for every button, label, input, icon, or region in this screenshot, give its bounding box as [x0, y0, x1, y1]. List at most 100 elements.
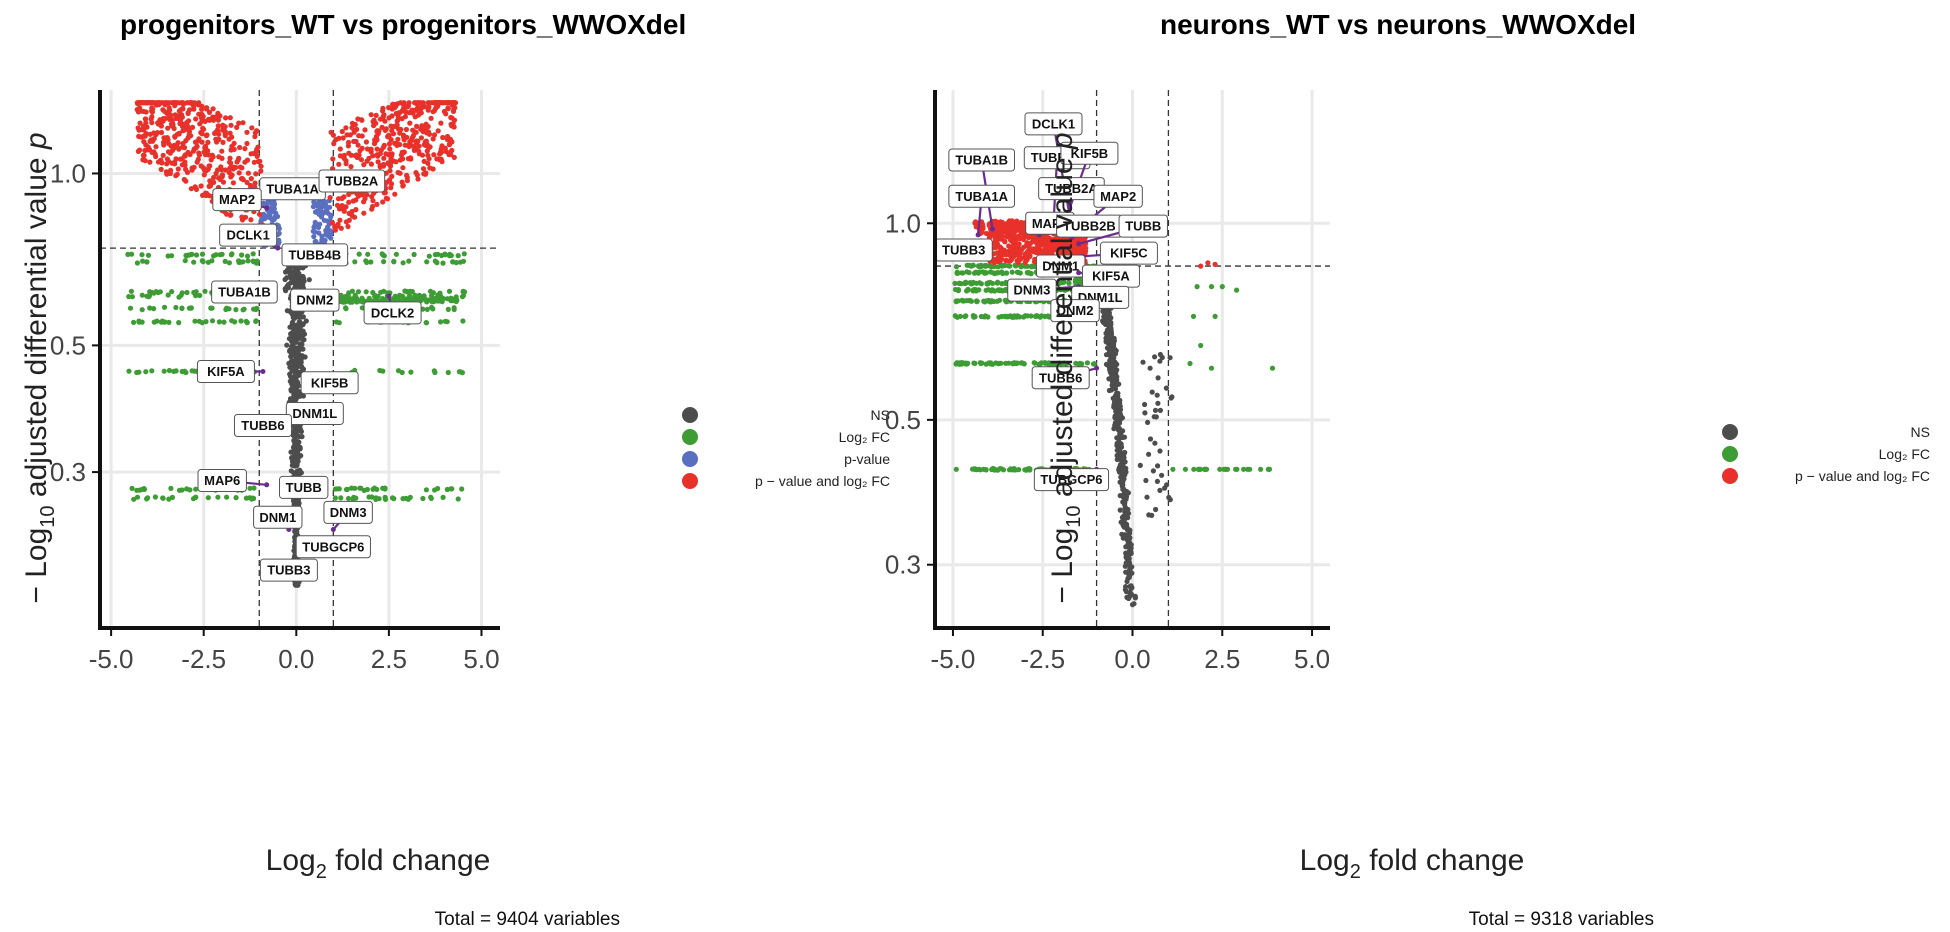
- data-point: [251, 159, 257, 165]
- data-point: [252, 133, 258, 140]
- data-point: [187, 151, 193, 158]
- data-point: [410, 127, 416, 133]
- data-point: [1143, 477, 1149, 484]
- data-point: [213, 170, 219, 176]
- data-point: [963, 313, 969, 319]
- data-point: [338, 225, 344, 231]
- data-point: [1127, 535, 1133, 541]
- data-point: [1100, 308, 1106, 315]
- data-point: [192, 184, 198, 190]
- data-point: [213, 136, 219, 142]
- data-point: [242, 146, 248, 152]
- data-point: [296, 271, 302, 277]
- data-point: [253, 318, 259, 324]
- data-point: [1020, 223, 1026, 229]
- x-axis-title: Log2 fold change: [1300, 844, 1525, 883]
- data-point: [168, 485, 174, 491]
- data-point: [283, 269, 289, 275]
- gene-label-dnm1: DNM1: [253, 505, 303, 533]
- data-point: [193, 494, 199, 500]
- data-point: [310, 204, 316, 210]
- data-point: [424, 148, 430, 154]
- data-point: [226, 306, 232, 312]
- data-point: [161, 108, 168, 114]
- data-point: [299, 353, 305, 359]
- data-point: [396, 110, 402, 116]
- data-point: [1111, 379, 1117, 385]
- label-text: TUBA1B: [218, 285, 271, 300]
- data-point: [179, 368, 185, 375]
- data-point: [420, 166, 427, 172]
- data-point: [289, 456, 295, 462]
- data-point: [435, 128, 441, 134]
- data-point: [1157, 358, 1163, 364]
- data-point: [988, 263, 994, 269]
- data-point: [200, 258, 206, 264]
- data-point: [155, 289, 161, 296]
- data-point: [325, 210, 331, 216]
- data-point: [312, 229, 318, 235]
- leader-anchor: [989, 226, 995, 232]
- y-tick-label: 0.5: [885, 405, 921, 435]
- data-point: [237, 164, 243, 170]
- data-point: [360, 299, 366, 305]
- data-point: [187, 487, 193, 493]
- data-point: [1006, 360, 1012, 366]
- data-point: [1124, 524, 1130, 530]
- data-point: [144, 259, 150, 265]
- data-point: [377, 116, 383, 122]
- data-point: [1217, 466, 1223, 472]
- data-point: [230, 180, 236, 186]
- data-point: [359, 117, 365, 123]
- data-point: [271, 202, 277, 208]
- data-point: [997, 244, 1003, 250]
- data-point: [224, 494, 230, 500]
- data-point: [955, 288, 962, 294]
- data-point: [209, 152, 215, 158]
- data-point: [979, 221, 986, 227]
- data-point: [1125, 490, 1131, 496]
- data-point: [426, 156, 432, 162]
- data-point: [353, 296, 360, 302]
- data-point: [1008, 229, 1014, 235]
- data-point: [139, 252, 145, 258]
- data-point: [1002, 297, 1009, 303]
- legend-swatch-pfc: [1722, 468, 1738, 484]
- data-point: [343, 125, 349, 131]
- data-point: [145, 252, 152, 258]
- data-point: [316, 230, 322, 236]
- data-point: [139, 307, 145, 313]
- data-point: [1157, 407, 1163, 413]
- data-point: [188, 251, 194, 258]
- data-point: [229, 143, 235, 149]
- data-point: [221, 319, 227, 325]
- data-point: [223, 115, 229, 121]
- data-point: [136, 133, 142, 139]
- data-point: [359, 133, 365, 139]
- data-point: [183, 166, 189, 172]
- gene-label-tubb6: TUBB6: [233, 413, 292, 437]
- data-point: [210, 117, 217, 123]
- data-point: [1116, 381, 1122, 387]
- gene-label-map6: MAP6: [197, 468, 270, 492]
- data-point: [236, 155, 242, 161]
- data-point: [381, 259, 387, 265]
- data-point: [461, 251, 467, 257]
- data-point: [1132, 595, 1138, 601]
- data-point: [188, 100, 194, 106]
- total-variables-caption: Total = 9318 variables: [1469, 909, 1654, 930]
- data-point: [216, 154, 222, 160]
- data-point: [406, 100, 412, 106]
- data-point: [449, 102, 455, 108]
- label-text: DNM2: [296, 293, 333, 308]
- data-point: [348, 485, 355, 491]
- data-point: [152, 494, 158, 500]
- data-point: [374, 137, 380, 143]
- data-point: [1072, 277, 1079, 283]
- data-point: [165, 137, 171, 143]
- data-point: [1116, 456, 1122, 462]
- data-point: [300, 346, 306, 352]
- data-point: [368, 148, 374, 154]
- data-point: [1091, 361, 1097, 367]
- data-point: [288, 387, 294, 393]
